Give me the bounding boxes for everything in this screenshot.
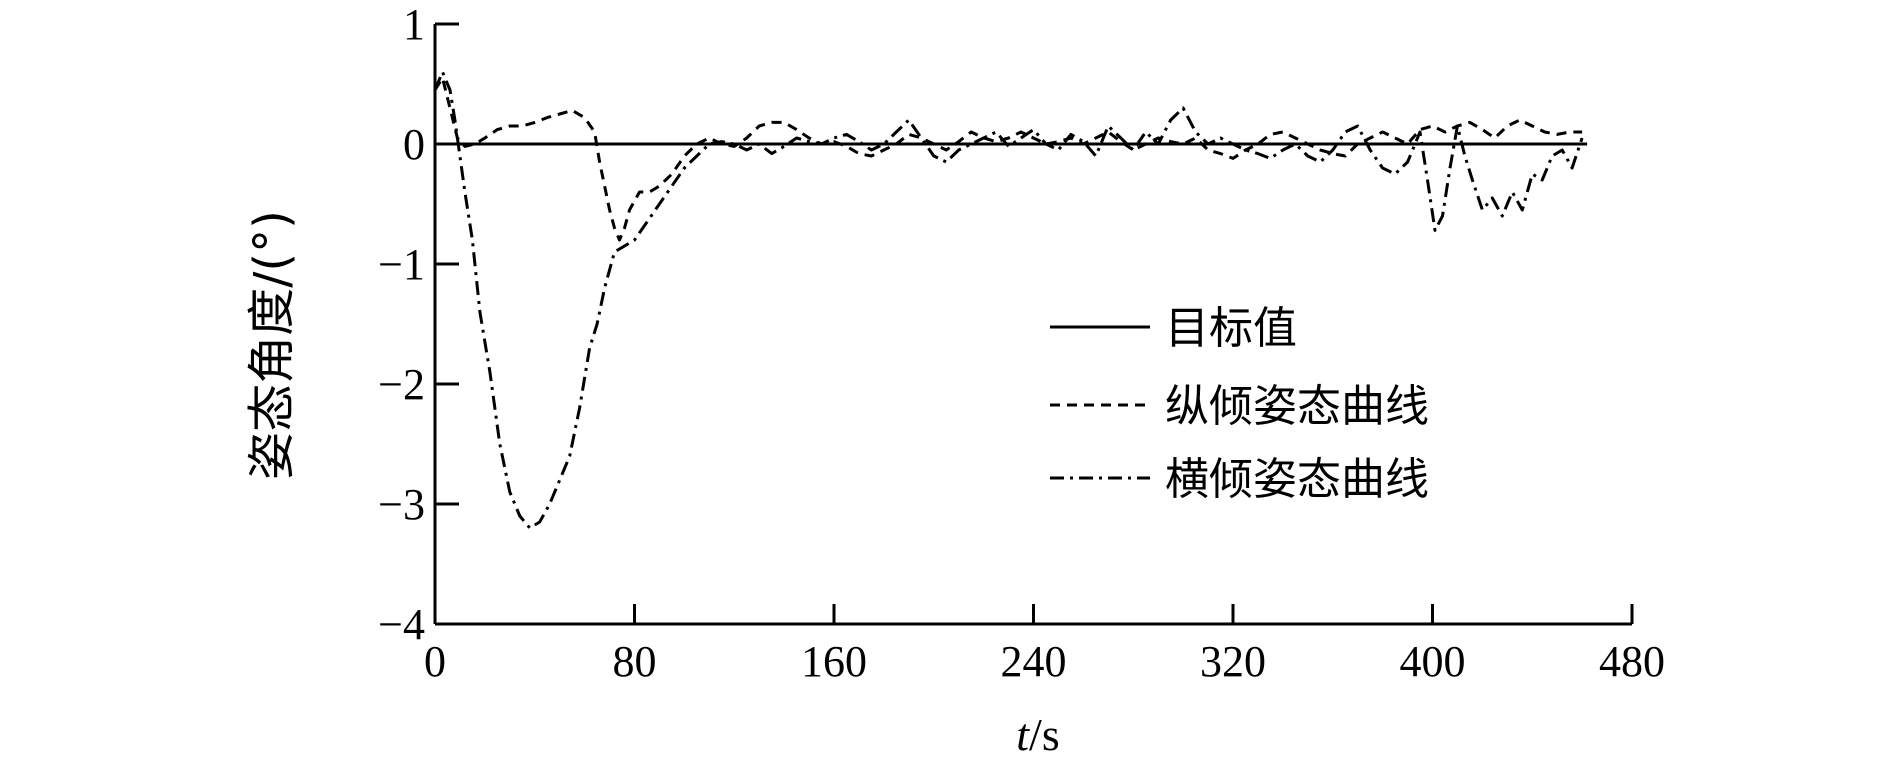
x-tick-label: 400 bbox=[1400, 637, 1466, 686]
y-tick-label: 0 bbox=[403, 120, 425, 169]
y-tick-label: −2 bbox=[378, 360, 425, 409]
x-axis-unit: /s bbox=[1029, 709, 1060, 758]
y-axis-title: 姿态角度/(°) bbox=[244, 210, 300, 480]
legend-label-target: 目标值 bbox=[1165, 303, 1297, 354]
y-tick-label: −1 bbox=[378, 240, 425, 289]
ticks-layer: 10−1−2−3−40 80 160 240 320 400 480 bbox=[378, 0, 1665, 686]
x-tick-label: 240 bbox=[1001, 637, 1067, 686]
x-tick-label: 160 bbox=[801, 637, 867, 686]
legend: 目标值 纵倾姿态曲线 横倾姿态曲线 bbox=[1050, 303, 1429, 505]
x-axis-title: t/s bbox=[1016, 709, 1059, 758]
x-axis-variable: t bbox=[1016, 709, 1030, 758]
series-roll-line bbox=[433, 70, 1584, 530]
series-pitch-line bbox=[433, 76, 1583, 242]
axes-layer bbox=[433, 24, 1632, 626]
x-tick-label: 320 bbox=[1200, 637, 1266, 686]
x-tick-label: 480 bbox=[1599, 637, 1665, 686]
y-tick-label: −4 bbox=[378, 600, 425, 649]
x-tick-label: 80 bbox=[613, 637, 657, 686]
y-tick-label: 1 bbox=[403, 0, 425, 49]
legend-label-roll: 横倾姿态曲线 bbox=[1165, 454, 1429, 505]
x-tick-label: 0 bbox=[424, 637, 446, 686]
y-tick-label: −3 bbox=[378, 480, 425, 529]
legend-label-pitch: 纵倾姿态曲线 bbox=[1165, 381, 1429, 432]
series-layer bbox=[433, 70, 1588, 530]
